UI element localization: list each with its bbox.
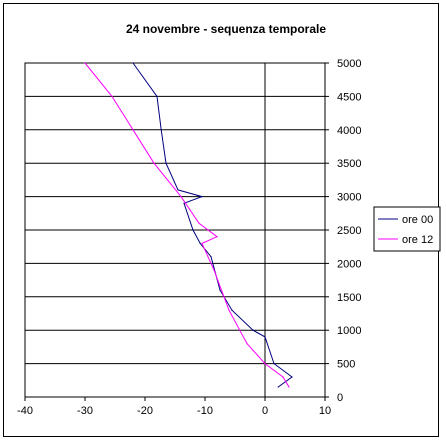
y-tick-label: 500	[337, 359, 355, 371]
data-point	[84, 62, 86, 64]
data-point	[252, 329, 254, 331]
data-point	[199, 242, 201, 244]
data-point	[183, 202, 185, 204]
data-point	[219, 289, 221, 291]
y-tick-label: 4000	[337, 125, 361, 137]
y-tick-label: 3000	[337, 192, 361, 204]
x-tick-label: 10	[319, 405, 331, 417]
data-point	[192, 229, 194, 231]
data-point	[180, 196, 182, 198]
data-point	[264, 336, 266, 338]
data-point	[216, 236, 218, 238]
y-tick-label: 1000	[337, 325, 361, 337]
legend-label: ore 12	[402, 234, 433, 246]
series-2	[84, 62, 290, 388]
data-point	[132, 62, 134, 64]
data-point	[282, 376, 284, 378]
series-layer	[84, 62, 293, 388]
data-point	[198, 222, 200, 224]
data-point	[201, 242, 203, 244]
x-tick-label: -40	[17, 405, 33, 417]
grid-lines	[25, 62, 325, 365]
y-tick-label: 2500	[337, 225, 361, 237]
data-point	[156, 95, 158, 97]
data-point	[277, 386, 279, 388]
y-tick-label: 4500	[337, 91, 361, 103]
data-point	[153, 162, 155, 164]
data-point	[111, 95, 113, 97]
data-point	[177, 189, 179, 191]
data-point	[160, 129, 162, 131]
data-point	[213, 269, 215, 271]
data-point	[228, 309, 230, 311]
data-point	[165, 162, 167, 164]
x-tick-label: -20	[137, 405, 153, 417]
legend-label: ore 00	[402, 214, 433, 226]
data-point	[273, 363, 275, 365]
y-tick-label: 5000	[337, 58, 361, 70]
series-line	[84, 62, 290, 388]
legend-box	[373, 206, 441, 252]
chart-title: 24 novembre - sequenza temporale	[126, 22, 326, 36]
series-1	[132, 62, 293, 388]
y-tick-label: 1500	[337, 292, 361, 304]
y-tick-label: 0	[337, 392, 343, 404]
data-point	[210, 256, 212, 258]
y-axis: 0 500 1000 1500 2000 2500 3000 3500 4000 4500 5000	[325, 58, 361, 404]
data-point	[246, 343, 248, 345]
x-tick-label: -30	[77, 405, 93, 417]
data-point	[291, 376, 293, 378]
x-axis: -40 -30 -20 -10 0 10	[17, 397, 331, 417]
legend: ore 00 ore 12	[373, 206, 441, 252]
data-point	[132, 129, 134, 131]
data-point	[201, 196, 203, 198]
data-point	[231, 309, 233, 311]
x-tick-label: -10	[197, 405, 213, 417]
data-point	[264, 363, 266, 365]
data-point	[288, 386, 290, 388]
x-tick-label: 0	[262, 405, 268, 417]
y-tick-label: 2000	[337, 258, 361, 270]
y-tick-label: 3500	[337, 158, 361, 170]
